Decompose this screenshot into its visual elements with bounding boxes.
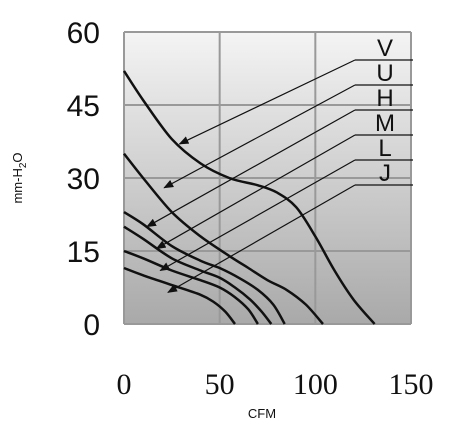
curve-v [122, 70, 376, 325]
y-axis-label-sub: 2 [18, 162, 29, 168]
y-tick-label: 60 [67, 17, 100, 50]
series-label-j: J [379, 160, 391, 187]
curve-l [123, 249, 259, 325]
x-tick-label: 150 [389, 368, 434, 401]
y-axis-label-tail: O [10, 152, 25, 162]
y-tick-label: 45 [67, 90, 100, 123]
curve-j [123, 266, 236, 325]
leader-arrow-v [178, 59, 356, 145]
y-tick-labels: 0 15 30 45 60 [67, 17, 100, 342]
x-axis-label: CFM [248, 406, 276, 421]
x-tick-label: 0 [117, 368, 132, 401]
leader-arrow-j [167, 184, 356, 293]
arrows-layer [146, 59, 413, 293]
y-axis-label-main: mm-H [10, 168, 25, 203]
series-label-v: V [377, 35, 393, 62]
y-tick-label: 30 [67, 163, 100, 196]
curves-layer [122, 70, 376, 325]
curve-u [123, 152, 324, 325]
curve-m [123, 225, 273, 325]
x-tick-label: 50 [205, 368, 235, 401]
curve-h [123, 211, 286, 325]
series-label-u: U [376, 60, 393, 87]
x-tick-label: 100 [293, 368, 338, 401]
y-tick-label: 15 [67, 236, 100, 269]
series-label-m: M [375, 110, 395, 137]
leader-arrow-h [146, 109, 356, 228]
leader-arrow-m [155, 134, 356, 250]
leader-arrow-u [163, 84, 356, 189]
x-tick-labels: 0 50 100 150 [117, 368, 434, 401]
y-tick-label: 0 [83, 309, 100, 342]
leader-arrow-l [159, 159, 356, 271]
series-label-l: L [378, 135, 391, 162]
y-axis-label: mm-H2O [10, 152, 29, 203]
grid-lines [123, 31, 412, 325]
series-label-h: H [376, 85, 393, 112]
